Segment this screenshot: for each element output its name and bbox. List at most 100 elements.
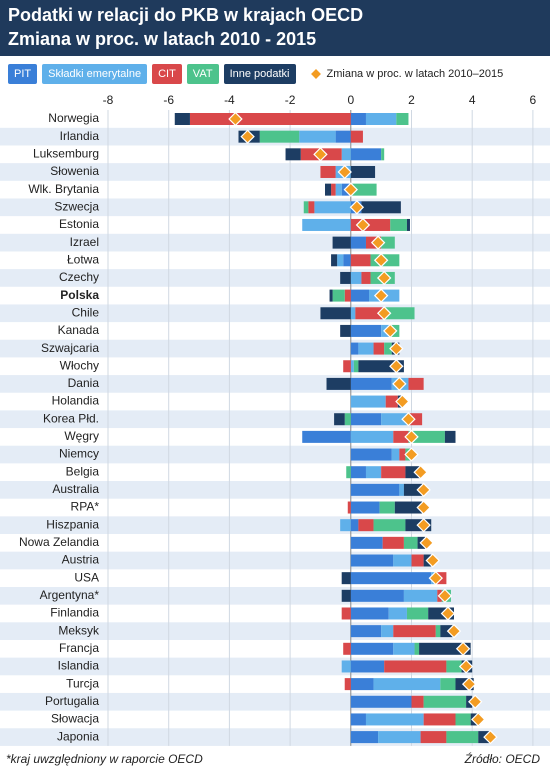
y-tick-label: Meksyk: [58, 623, 100, 637]
bar-segment: [370, 254, 400, 267]
bar-segment: [335, 183, 342, 196]
total-marker: [404, 429, 419, 445]
y-tick-label: Izrael: [70, 235, 99, 249]
header: Podatki w relacji do PKB w krajach OECD …: [0, 0, 550, 56]
total-marker: [404, 447, 419, 462]
bar-segment: [350, 554, 394, 567]
total-marker: [446, 623, 462, 639]
bar-segment: [350, 430, 394, 443]
y-tick-label: Włochy: [60, 358, 99, 372]
bar-segment: [414, 642, 420, 655]
bar-segment: [393, 642, 415, 655]
bar-segment: [361, 201, 401, 214]
x-tick-label: 2: [408, 93, 415, 107]
legend-diamond: [309, 67, 322, 81]
total-marker: [455, 641, 471, 657]
bar-segment: [478, 731, 491, 744]
bar-segment: [326, 377, 351, 390]
footer: *kraj uwzględniony w raporcie OECD Źródł…: [6, 752, 540, 766]
bar-segment: [350, 236, 366, 249]
bar-segment: [350, 342, 359, 355]
bar-segment: [350, 165, 376, 178]
bar-segment: [461, 660, 473, 673]
legend-item: Zmiana w proc. w latach 2010–2015: [309, 67, 503, 81]
bar-segment: [350, 307, 356, 320]
row-stripe: [0, 127, 550, 146]
total-marker: [355, 217, 371, 233]
bar-segment: [385, 395, 398, 408]
bar-segment: [350, 713, 366, 726]
y-tick-label: Holandia: [52, 394, 100, 408]
bar-segment: [350, 377, 392, 390]
x-tick-label: -8: [103, 93, 114, 107]
y-tick-label: Austria: [62, 553, 100, 567]
bar-segment: [361, 271, 371, 284]
y-tick-label: Argentyna*: [40, 588, 100, 602]
bar-segment: [341, 148, 351, 161]
legend: PIT Składki emerytalne CIT VAT Inne podatki Z…: [8, 64, 546, 84]
bar-segment: [331, 183, 336, 196]
bar-segment: [329, 289, 333, 302]
bar-segment: [381, 625, 394, 638]
bar-segment: [358, 342, 374, 355]
bar-segment: [343, 360, 351, 373]
bar-segment: [350, 130, 363, 143]
x-tick-label: -4: [224, 93, 235, 107]
y-tick-label: Norwegia: [48, 111, 99, 125]
bar-segment: [350, 536, 383, 549]
bar-segment: [350, 589, 404, 602]
bar-segment: [350, 218, 391, 231]
bar-segment: [350, 289, 370, 302]
bar-segment: [350, 360, 354, 373]
bar-segment: [403, 589, 438, 602]
legend-item: PIT: [8, 64, 38, 84]
y-tick-label: Szwecja: [54, 199, 99, 213]
bar-segment: [350, 271, 362, 284]
row-stripe: [0, 339, 550, 358]
bar-segment: [379, 501, 395, 514]
bar-segment: [382, 307, 415, 320]
bar-segment: [381, 466, 406, 479]
bar-segment: [350, 448, 392, 461]
bar-segment: [381, 148, 385, 161]
bar-segment: [417, 536, 426, 549]
bar-segment: [335, 130, 351, 143]
bar-segment: [455, 713, 471, 726]
bar-segment: [350, 113, 366, 125]
bar-segment: [344, 289, 351, 302]
bar-segment: [299, 130, 336, 143]
bar-segment: [373, 519, 406, 532]
bar-segment: [378, 731, 421, 744]
bar-segment: [393, 554, 412, 567]
total-marker: [337, 164, 352, 180]
total-marker: [458, 659, 474, 674]
bar-segment: [396, 113, 409, 125]
bar-segment: [399, 483, 404, 496]
bar-segment: [334, 413, 345, 426]
y-tick-label: Hiszpania: [46, 517, 99, 531]
y-tick-label: Portugalia: [45, 694, 99, 708]
bar-segment: [406, 607, 429, 620]
bar-segment: [350, 625, 382, 638]
chart-title: Podatki w relacji do PKB w krajach OECD: [8, 5, 364, 25]
bar-segment: [355, 307, 383, 320]
row-stripe: [0, 657, 550, 676]
bar-segment: [259, 130, 300, 143]
y-tick-label: Luksemburg: [33, 146, 99, 160]
bar-segment: [411, 695, 424, 708]
bar-segment: [391, 342, 400, 355]
bar-segment: [350, 254, 371, 267]
row-stripe: [0, 445, 550, 464]
bar-segment: [350, 395, 386, 408]
bar-segment: [365, 113, 397, 125]
y-tick-label: Belgia: [66, 464, 100, 478]
y-tick-label: Turcja: [66, 676, 99, 690]
bar-segment: [350, 466, 366, 479]
total-marker: [376, 270, 392, 286]
bar-segment: [302, 430, 351, 443]
bar-segment: [403, 483, 423, 496]
total-marker: [370, 235, 386, 250]
bar-segment: [470, 713, 480, 726]
bar-segment: [369, 289, 400, 302]
